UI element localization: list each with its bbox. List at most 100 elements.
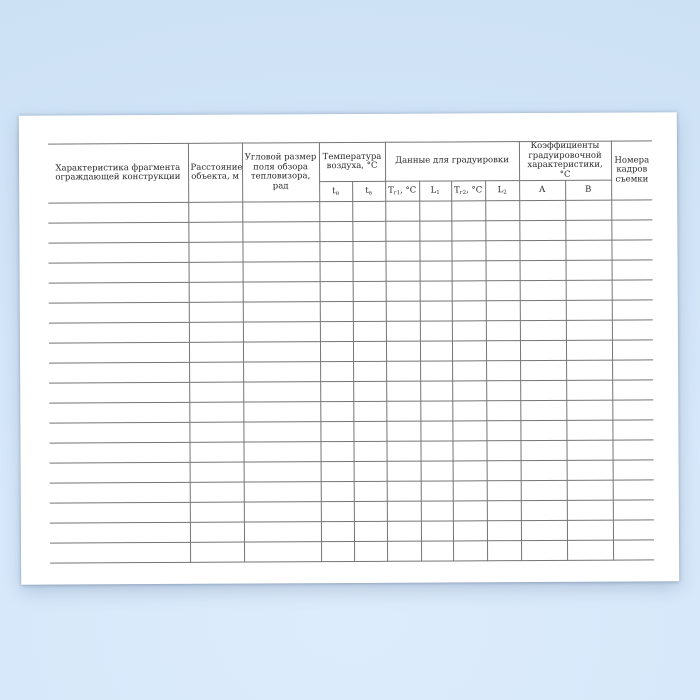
empty-cell [452,381,487,402]
empty-cell [352,341,387,362]
empty-cell [520,400,567,421]
empty-cell [387,541,422,562]
empty-cell [519,240,566,261]
empty-cell [520,480,567,501]
empty-cell [419,221,452,242]
empty-cell [520,420,567,441]
empty-cell [320,481,354,503]
empty-cell [519,220,566,241]
empty-cell [243,422,321,443]
empty-cell [612,460,654,481]
empty-cell [243,362,321,383]
symbol-subscript: 2 [503,189,507,196]
empty-cell [612,520,655,541]
empty-cell [566,500,613,521]
empty-cell [244,542,322,563]
empty-cell [485,240,520,262]
document-page: Характеристика фрагмента ограждающей кон… [18,112,680,585]
col-header-fragment-characteristic: Характеристика фрагмента ограждающей кон… [47,143,189,204]
empty-cell [420,441,453,462]
empty-cell [386,481,421,502]
header-row-main: Характеристика фрагмента ограждающей кон… [47,140,653,204]
col-header-air-temperature: Температура воздуха, °С [318,142,386,183]
empty-cell [452,501,487,522]
empty-cell [486,460,521,482]
empty-cell [519,300,566,321]
empty-cell [519,320,566,341]
empty-cell [520,520,568,541]
empty-cell [49,402,190,424]
empty-cell [612,420,654,441]
empty-cell [611,220,653,241]
empty-cell [451,261,486,282]
empty-cell [352,261,386,282]
table-row [50,540,655,564]
empty-cell [386,441,421,462]
empty-cell [188,302,243,323]
empty-cell [611,300,653,321]
empty-cell [452,421,487,442]
empty-cell [188,222,243,243]
empty-cell [520,380,567,401]
empty-cell [242,342,321,363]
empty-cell [611,280,653,301]
empty-cell [243,482,321,503]
empty-cell [451,221,486,242]
symbol-suffix: , °С [400,185,417,196]
empty-cell [386,501,421,522]
empty-cell [520,460,567,481]
empty-cell [420,421,453,442]
empty-cell [419,341,453,362]
empty-cell [612,400,654,421]
empty-cell [485,320,520,342]
empty-cell [49,482,190,504]
empty-cell [385,301,420,322]
empty-cell [352,241,386,262]
empty-cell [452,461,487,482]
empty-cell [189,402,244,423]
empty-cell [420,521,454,542]
empty-cell [386,421,421,442]
empty-cell [48,342,190,364]
col-header-calibration-data: Данные для градуировки [384,141,520,182]
empty-cell [565,320,612,341]
empty-cell [385,221,420,242]
empty-cell [48,262,189,284]
empty-cell [385,261,420,282]
empty-cell [188,282,243,303]
empty-cell [419,281,452,302]
empty-cell [319,221,353,243]
subcol-header-t-outdoor: tн [319,181,353,203]
empty-cell [420,381,453,402]
empty-cell [486,500,521,522]
empty-cell [189,422,244,443]
empty-cell [354,541,388,562]
empty-cell [385,321,420,342]
empty-cell [451,281,486,302]
empty-cell [485,200,520,222]
empty-cell [565,220,612,241]
empty-cell [49,382,190,404]
empty-cell [566,460,613,481]
empty-cell [319,201,353,223]
empty-cell [519,280,566,301]
empty-cell [566,420,613,441]
empty-cell [485,300,520,322]
empty-cell [611,340,654,361]
empty-cell [566,380,613,401]
empty-cell [353,461,387,482]
empty-cell [420,401,453,422]
empty-cell [352,201,386,222]
empty-cell [611,200,653,221]
empty-cell [486,480,521,502]
empty-cell [612,480,654,501]
subcol-header-l1: L1 [419,181,452,202]
col-header-calibration-coefficients: Коэффициенты градуировочной характеристи… [518,141,612,181]
empty-cell [451,301,486,322]
empty-cell [452,481,487,502]
empty-cell [353,381,387,402]
empty-cell [319,281,353,303]
empty-cell [386,521,422,542]
empty-cell [452,361,487,382]
